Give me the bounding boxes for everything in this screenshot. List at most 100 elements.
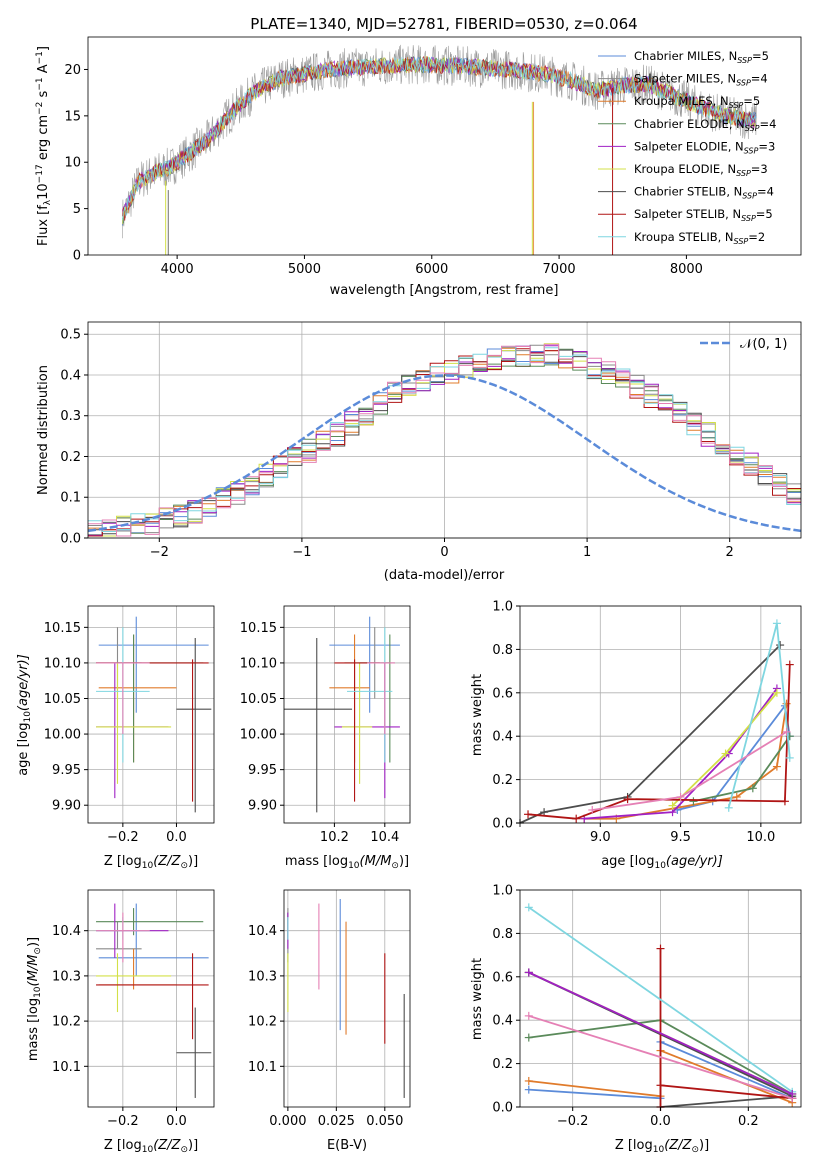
spectrum-ytick-label: 0 (73, 249, 81, 264)
ytick-label: 10.00 (240, 728, 277, 743)
xtick-label: 0.0 (650, 1114, 671, 1129)
xtick-label: 10.0 (746, 830, 775, 845)
histogram-xtick-label: −1 (292, 545, 311, 560)
spectrum-xtick-label: 7000 (543, 262, 576, 277)
histogram-xtick-label: 0 (440, 545, 448, 560)
age-vs-Z-panel: −0.2 0.0 9.90 9.95 10.00 10.05 10.10 10.15 (44, 605, 215, 845)
spectrum-panel: 4000 5000 6000 7000 8000 0 5 10 15 20 Chabrier MI… (35, 36, 802, 298)
axes-frame (87, 605, 215, 824)
p7-xlabel: E(B-V) (327, 1138, 367, 1153)
legend-entry: Kroupa ELODIE, NSSP=3 (634, 162, 768, 178)
plot-marks (284, 616, 400, 813)
legend-entry: Chabrier STELIB, NSSP=4 (634, 185, 774, 201)
histogram-steps (87, 343, 802, 537)
xtick-label: 9.5 (670, 830, 691, 845)
axes-frame (283, 605, 411, 824)
ytick-label: 0.0 (492, 1101, 513, 1116)
ytick-label: 10.15 (44, 621, 81, 636)
plot-marks (96, 903, 212, 1098)
weight-series-line (677, 703, 791, 811)
xtick-label: 9.0 (590, 830, 611, 845)
ytick-label: 10.3 (248, 969, 277, 984)
histogram-series (88, 349, 801, 535)
histogram-xtick-label: 2 (726, 545, 734, 560)
histogram-ytick-label: 0.2 (60, 450, 81, 465)
legend-entry: Chabrier MILES, NSSP=5 (634, 49, 769, 65)
ytick-label: 1.0 (492, 600, 513, 615)
plot-marks (287, 899, 405, 1098)
xtick-label: 10.4 (370, 830, 399, 845)
ytick-label: 9.90 (248, 799, 277, 814)
histogram-xtick-label: 1 (583, 545, 591, 560)
histogram-ytick-label: 0.0 (60, 532, 81, 547)
spectrum-xtick-label: 4000 (161, 262, 194, 277)
ytick-label: 9.95 (248, 763, 277, 778)
ytick-label: 10.15 (240, 621, 277, 636)
ytick-label: 10.05 (240, 692, 277, 707)
ytick-label: 0.4 (492, 1014, 513, 1029)
xtick-label: 0.025 (318, 1114, 355, 1129)
xtick-label: −0.2 (557, 1114, 589, 1129)
ytick-label: 0.4 (492, 730, 513, 745)
spectrum-xlabel: wavelength [Angstrom, rest frame] (330, 283, 559, 298)
xtick-label: 0.0 (166, 1114, 187, 1129)
weight-series-line (519, 644, 781, 824)
xtick-label: 0.000 (269, 1114, 306, 1129)
figure-title: PLATE=1340, MJD=52781, FIBERID=0530, z=0… (250, 15, 637, 33)
weight-vs-age-panel: 9.0 9.5 10.0 0.0 0.2 0.4 0.6 0.8 1.0 (492, 600, 802, 845)
spectrum-lines (122, 44, 757, 255)
spectrum-ticks: 4000 5000 6000 7000 8000 0 5 10 15 20 (64, 63, 703, 277)
axes-frame (519, 605, 802, 824)
weight-series-line (528, 906, 793, 1093)
weight-series-line (528, 1015, 793, 1100)
p3-xlabel: Z [log10(Z/Z⊙)] (104, 854, 198, 871)
legend-entry: Chabrier ELODIE, NSSP=4 (634, 117, 776, 133)
weight-vs-Z-panel: −0.2 0.0 0.2 0.0 0.2 0.4 0.6 0.8 1.0 (492, 884, 802, 1129)
ytick-label: 10.1 (248, 1060, 277, 1075)
ytick-label: 10.10 (44, 656, 81, 671)
histogram-series (88, 343, 801, 537)
histogram-ytick-label: 0.1 (60, 491, 81, 506)
ytick-label: 10.00 (44, 728, 81, 743)
ytick-label: 9.95 (52, 763, 81, 778)
mass-vs-ebv-panel: 0.000 0.025 0.050 10.1 10.2 10.3 10.4 (248, 889, 411, 1129)
histogram-ytick-label: 0.3 (60, 409, 81, 424)
age-vs-mass-panel: 10.2 10.4 9.90 9.95 10.00 10.05 10.10 10.15 (240, 605, 411, 845)
plot-marks (524, 903, 797, 1111)
p5-ylabel: mass weight (470, 674, 485, 756)
plot-marks (96, 616, 212, 813)
mass-vs-Z-panel: −0.2 0.0 10.1 10.2 10.3 10.4 (52, 889, 215, 1129)
spectrum-series-line (122, 56, 757, 220)
ytick-label: 10.2 (248, 1015, 277, 1030)
histogram-panel: −2 −1 0 1 2 0.0 0.1 0.2 0.3 0.4 0.5 𝒩(0, 1) (data-… (36, 321, 802, 583)
ytick-label: 0.8 (492, 643, 513, 658)
p5-xlabel: age [log10(age/yr)] (601, 854, 723, 871)
histogram-ticks: −2 −1 0 1 2 0.0 0.1 0.2 0.3 0.4 0.5 (60, 328, 734, 560)
histogram-xtick-label: −2 (150, 545, 169, 560)
p3-ylabel: age [log10(age/yr)] (16, 654, 33, 776)
weight-series-line (528, 971, 793, 1095)
ytick-label: 10.2 (52, 1015, 81, 1030)
normal-legend-label: 𝒩(0, 1) (740, 337, 787, 352)
legend-entry: Salpeter ELODIE, NSSP=3 (634, 139, 775, 155)
p4-xlabel: mass [log10(M/M⊙)] (285, 854, 409, 871)
ytick-label: 0.2 (492, 773, 513, 788)
normal-curve (87, 374, 802, 533)
spectrum-ytick-label: 20 (64, 63, 81, 78)
ytick-label: 10.4 (52, 924, 81, 939)
ytick-label: 10.4 (248, 924, 277, 939)
p6-xlabel: Z [log10(Z/Z⊙)] (104, 1138, 198, 1155)
ytick-label: 0.8 (492, 927, 513, 942)
xtick-label: −0.2 (107, 830, 139, 845)
axes-frame (283, 889, 411, 1108)
xtick-label: −0.2 (107, 1114, 139, 1129)
p6-ylabel: mass [log10(M/M⊙)] (26, 937, 43, 1061)
ytick-label: 1.0 (492, 884, 513, 899)
ytick-label: 0.0 (492, 817, 513, 832)
xtick-label: 10.2 (320, 830, 349, 845)
xtick-label: 0.0 (166, 830, 187, 845)
ytick-label: 0.6 (492, 686, 513, 701)
spectrum-ytick-label: 15 (64, 109, 81, 124)
histogram-xlabel: (data-model)/error (384, 568, 505, 583)
